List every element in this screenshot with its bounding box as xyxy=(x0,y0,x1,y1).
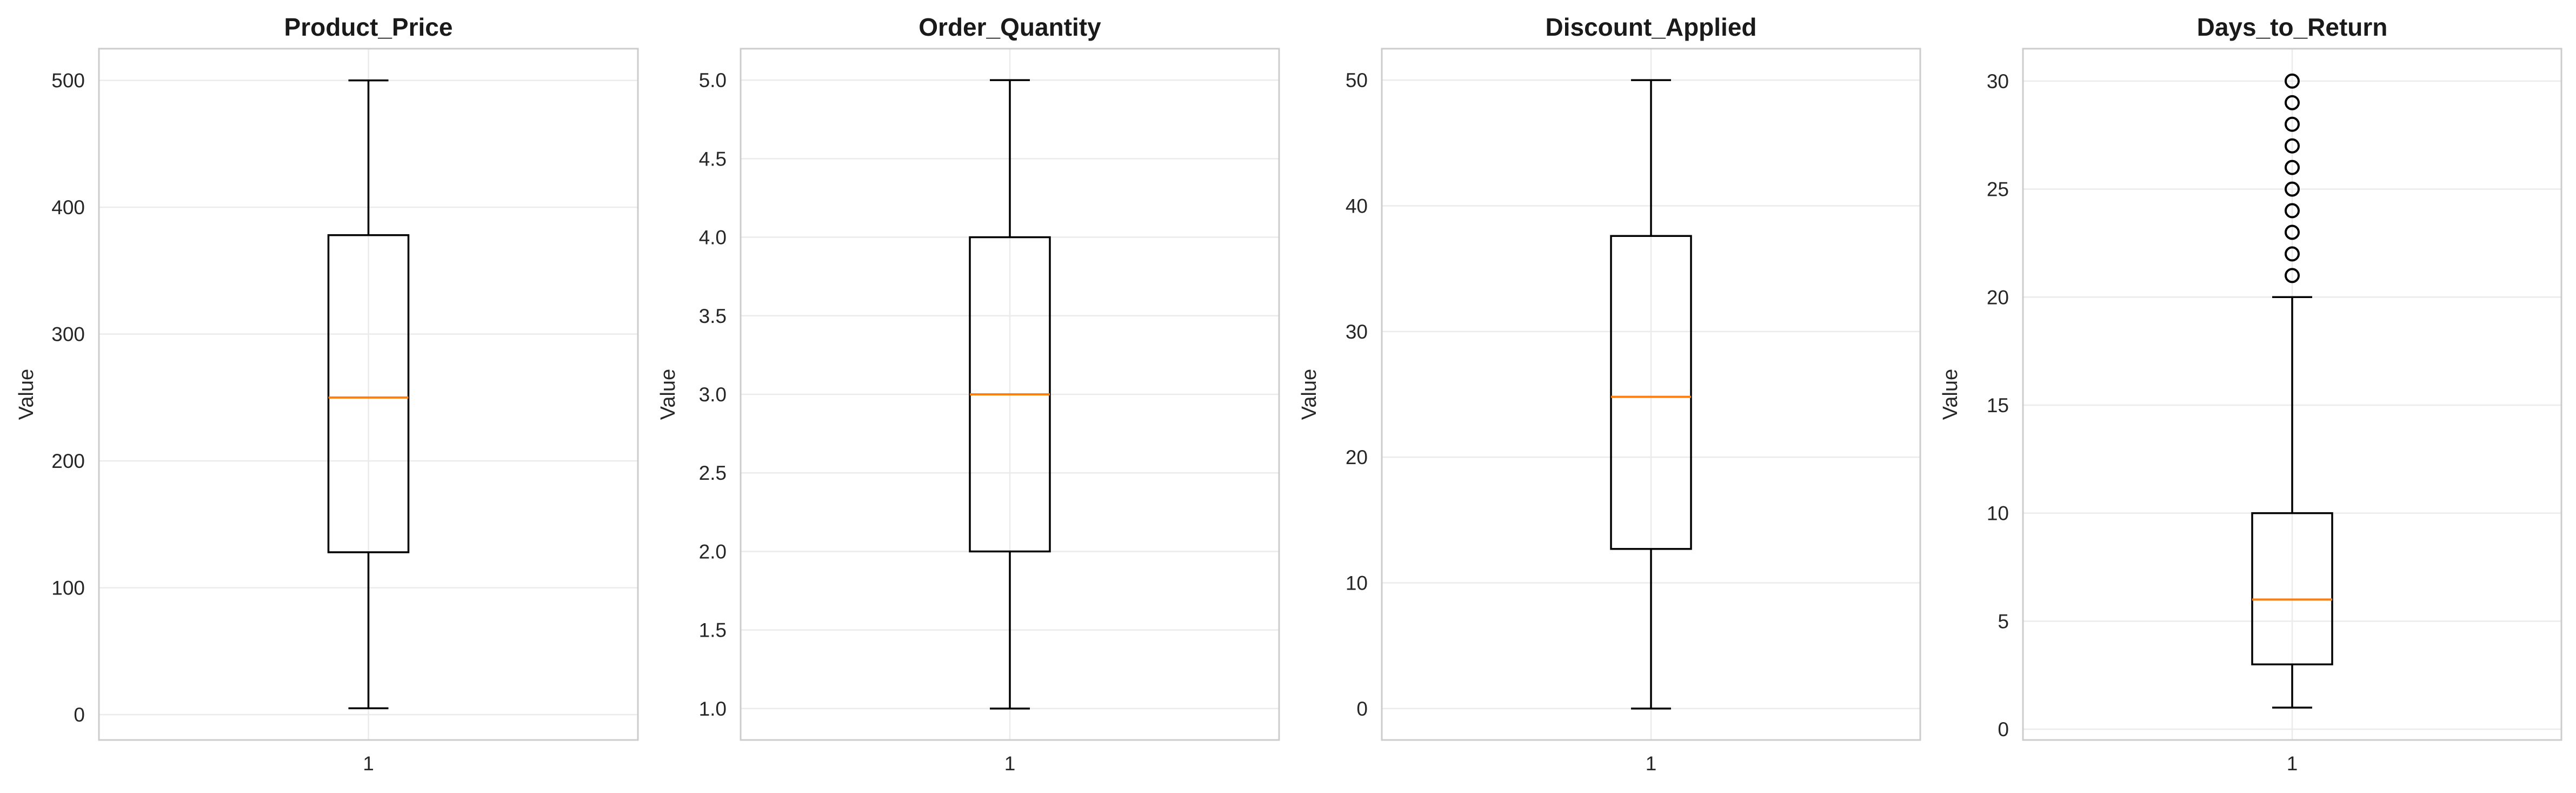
chart-1-ytick-2: 200 xyxy=(51,450,85,472)
chart-4-ytick-6: 30 xyxy=(1987,70,2009,92)
chart-2-title: Order_Quantity xyxy=(918,13,1101,41)
chart-3-title: Discount_Applied xyxy=(1545,13,1756,41)
chart-1-ytick-1: 100 xyxy=(51,577,85,599)
chart-1-xtick-0: 1 xyxy=(363,752,374,775)
chart-4-outlier-1 xyxy=(2285,246,2300,262)
chart-4-title: Days_to_Return xyxy=(2197,13,2388,41)
chart-3-ytick-2: 20 xyxy=(1346,446,1368,468)
chart-4-ylabel: Value xyxy=(1939,369,1962,420)
chart-4-outlier-0 xyxy=(2285,268,2300,283)
chart-4-ytick-3: 15 xyxy=(1987,394,2009,417)
chart-4-ytick-1: 5 xyxy=(1998,610,2009,632)
chart-2-ylabel: Value xyxy=(657,369,680,420)
chart-3-ytick-3: 30 xyxy=(1346,321,1368,343)
chart-4-box xyxy=(2251,512,2333,665)
chart-1-box xyxy=(327,234,410,553)
chart-3-ytick-4: 40 xyxy=(1346,195,1368,217)
chart-2-ytick-6: 4.0 xyxy=(699,227,727,249)
chart-2-ytick-3: 2.5 xyxy=(699,462,727,484)
chart-4-ytick-0: 0 xyxy=(1998,718,2009,741)
chart-1-frame xyxy=(98,48,639,741)
chart-3-box xyxy=(1610,235,1692,550)
chart-1-title: Product_Price xyxy=(284,13,453,41)
chart-2-frame xyxy=(740,48,1280,741)
chart-3-xtick-0: 1 xyxy=(1646,752,1657,775)
chart-4-ytick-2: 10 xyxy=(1987,503,2009,525)
chart-2-ytick-1: 1.5 xyxy=(699,619,727,642)
chart-4-outlier-2 xyxy=(2285,224,2300,240)
chart-4-outlier-3 xyxy=(2285,203,2300,219)
chart-4-frame xyxy=(2022,48,2562,741)
chart-3-ylabel: Value xyxy=(1298,369,1321,420)
chart-3-ytick-5: 50 xyxy=(1346,69,1368,91)
chart-4-ytick-4: 20 xyxy=(1987,286,2009,308)
chart-2-ytick-7: 4.5 xyxy=(699,148,727,170)
chart-4-outlier-9 xyxy=(2285,73,2300,89)
chart-1-ytick-4: 400 xyxy=(51,196,85,219)
chart-2-ytick-4: 3.0 xyxy=(699,384,727,406)
chart-2-ytick-2: 2.0 xyxy=(699,540,727,563)
chart-4-outlier-4 xyxy=(2285,181,2300,197)
chart-3-ytick-1: 10 xyxy=(1346,572,1368,594)
chart-3-frame xyxy=(1381,48,1921,741)
chart-2-ytick-8: 5.0 xyxy=(699,69,727,91)
chart-4-xtick-0: 1 xyxy=(2287,752,2298,775)
chart-4-outlier-6 xyxy=(2285,138,2300,154)
chart-1-ylabel: Value xyxy=(15,369,38,420)
chart-2-ytick-5: 3.5 xyxy=(699,305,727,327)
chart-4-outlier-8 xyxy=(2285,95,2300,110)
chart-1-ytick-3: 300 xyxy=(51,323,85,346)
chart-2-ytick-0: 1.0 xyxy=(699,698,727,720)
chart-4-outlier-7 xyxy=(2285,116,2300,132)
chart-3-ytick-0: 0 xyxy=(1356,698,1368,720)
chart-1-ytick-0: 0 xyxy=(74,704,85,726)
chart-4-ytick-5: 25 xyxy=(1987,179,2009,201)
chart-1-ytick-5: 500 xyxy=(51,70,85,92)
chart-4-outlier-5 xyxy=(2285,160,2300,175)
chart-2-xtick-0: 1 xyxy=(1004,752,1016,775)
